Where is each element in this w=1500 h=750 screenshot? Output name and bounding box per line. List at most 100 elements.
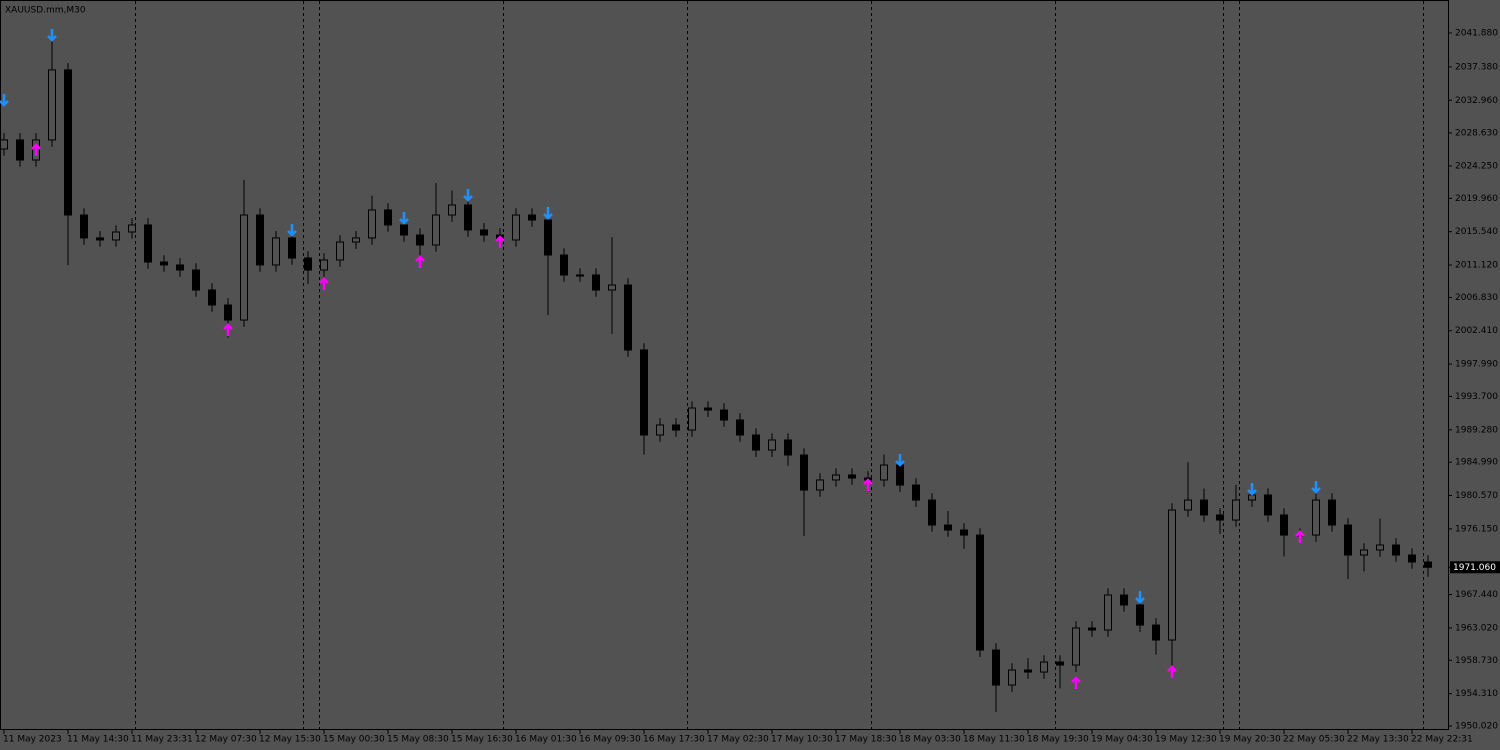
y-tick-label: 1963.020 (1455, 623, 1498, 633)
candle-body (256, 214, 264, 266)
candle-body (1072, 627, 1080, 666)
candle-body (880, 464, 888, 481)
candle-body (1184, 499, 1192, 511)
candle-body (928, 499, 936, 526)
signal-arrow (31, 143, 41, 156)
signal-arrow (1247, 483, 1257, 496)
x-tick-label: 17 May 02:30 (707, 735, 769, 745)
x-tick-label: 17 May 10:30 (771, 735, 833, 745)
candle-body (752, 434, 760, 451)
candle-body (704, 407, 712, 411)
x-tick-label: 11 May 23:31 (131, 735, 193, 745)
candle-body (1088, 627, 1096, 631)
last-price-box (1450, 561, 1500, 574)
candle-body (480, 229, 488, 236)
x-tick-label: 12 May 15:30 (259, 735, 321, 745)
candle-body (528, 214, 536, 221)
candle-body (16, 139, 24, 161)
candle-body (576, 274, 584, 277)
y-tick-label: 1993.700 (1455, 392, 1498, 402)
candle-body (976, 534, 984, 651)
x-tick-label: 16 May 17:30 (643, 735, 705, 745)
y-tick-label: 2006.830 (1455, 293, 1498, 303)
signal-arrow (399, 211, 409, 225)
candle-body (432, 214, 440, 246)
candle-body (592, 274, 600, 291)
y-tick-label: 1976.150 (1455, 524, 1498, 534)
candle-body (1232, 499, 1240, 521)
signal-arrow (1295, 530, 1305, 544)
candle-body (1200, 499, 1208, 516)
candle-body (816, 479, 824, 491)
candle-body (368, 209, 376, 239)
signal-arrow (1135, 591, 1145, 604)
signal-arrow (895, 453, 905, 467)
candle-body (1136, 604, 1144, 626)
candle-body (1040, 661, 1048, 673)
candle-body (640, 349, 648, 436)
x-tick-label: 22 May 13:30 (1347, 735, 1409, 745)
last-price-label: 1971.060 (1453, 563, 1496, 573)
candle-body (1056, 661, 1064, 666)
candle-body (1152, 624, 1160, 641)
y-tick-label: 1950.020 (1455, 722, 1498, 732)
x-tick-label: 16 May 01:30 (515, 735, 577, 745)
signal-arrow (863, 478, 873, 492)
x-tick-label: 15 May 08:30 (387, 735, 449, 745)
candle-body (192, 269, 200, 291)
candle-body (176, 264, 184, 271)
plot-frame (0, 0, 1449, 730)
x-tick-label: 19 May 12:30 (1155, 735, 1217, 745)
candle-body (48, 69, 56, 141)
candle-body (112, 231, 120, 241)
y-tick-label: 1954.310 (1455, 689, 1498, 699)
signal-arrow (223, 323, 233, 336)
x-tick-label: 19 May 04:30 (1091, 735, 1153, 745)
candle-body (800, 454, 808, 491)
x-tick-label: 11 May 14:30 (67, 735, 129, 745)
signal-arrow (463, 189, 473, 202)
y-tick-label: 2024.250 (1455, 161, 1498, 171)
signal-arrow (1167, 665, 1177, 679)
y-tick-label: 2002.410 (1455, 326, 1498, 336)
y-tick-label: 1997.990 (1455, 360, 1498, 370)
candle-body (208, 289, 216, 306)
y-tick-label: 2028.630 (1455, 128, 1498, 138)
signal-arrow (1311, 480, 1321, 494)
candle-body (736, 419, 744, 436)
x-tick-label: 11 May 2023 (3, 735, 62, 745)
signal-arrow (287, 223, 297, 237)
candle-body (960, 529, 968, 536)
candle-body (944, 524, 952, 531)
signal-arrow (319, 277, 329, 290)
candle-body (512, 214, 520, 241)
y-tick-label: 2032.960 (1455, 96, 1498, 106)
candle-body (352, 237, 360, 243)
candle-body (784, 439, 792, 456)
signal-arrow (1071, 676, 1081, 689)
y-tick-label: 2041.880 (1455, 28, 1498, 38)
y-tick-label: 1958.730 (1455, 656, 1498, 666)
chart-title: XAUUSD.mm,M30 (5, 6, 86, 16)
candle-body (1344, 524, 1352, 556)
candle-body (160, 261, 168, 266)
candle-body (384, 209, 392, 226)
x-tick-label: 15 May 00:30 (323, 735, 385, 745)
candle-body (1104, 594, 1112, 631)
candle-body (272, 237, 280, 266)
candle-body (912, 484, 920, 501)
x-tick-label: 18 May 19:30 (1027, 735, 1089, 745)
candle-body (992, 649, 1000, 686)
candle-body (464, 204, 472, 231)
candle-body (768, 439, 776, 451)
candle-body (832, 474, 840, 481)
candle-body (1392, 544, 1400, 556)
candle-body (1008, 669, 1016, 686)
candle-body (96, 237, 104, 241)
candle-body (304, 257, 312, 271)
candle-body (1216, 514, 1224, 521)
y-tick-label: 1989.280 (1455, 425, 1498, 435)
candle-body (608, 284, 616, 291)
